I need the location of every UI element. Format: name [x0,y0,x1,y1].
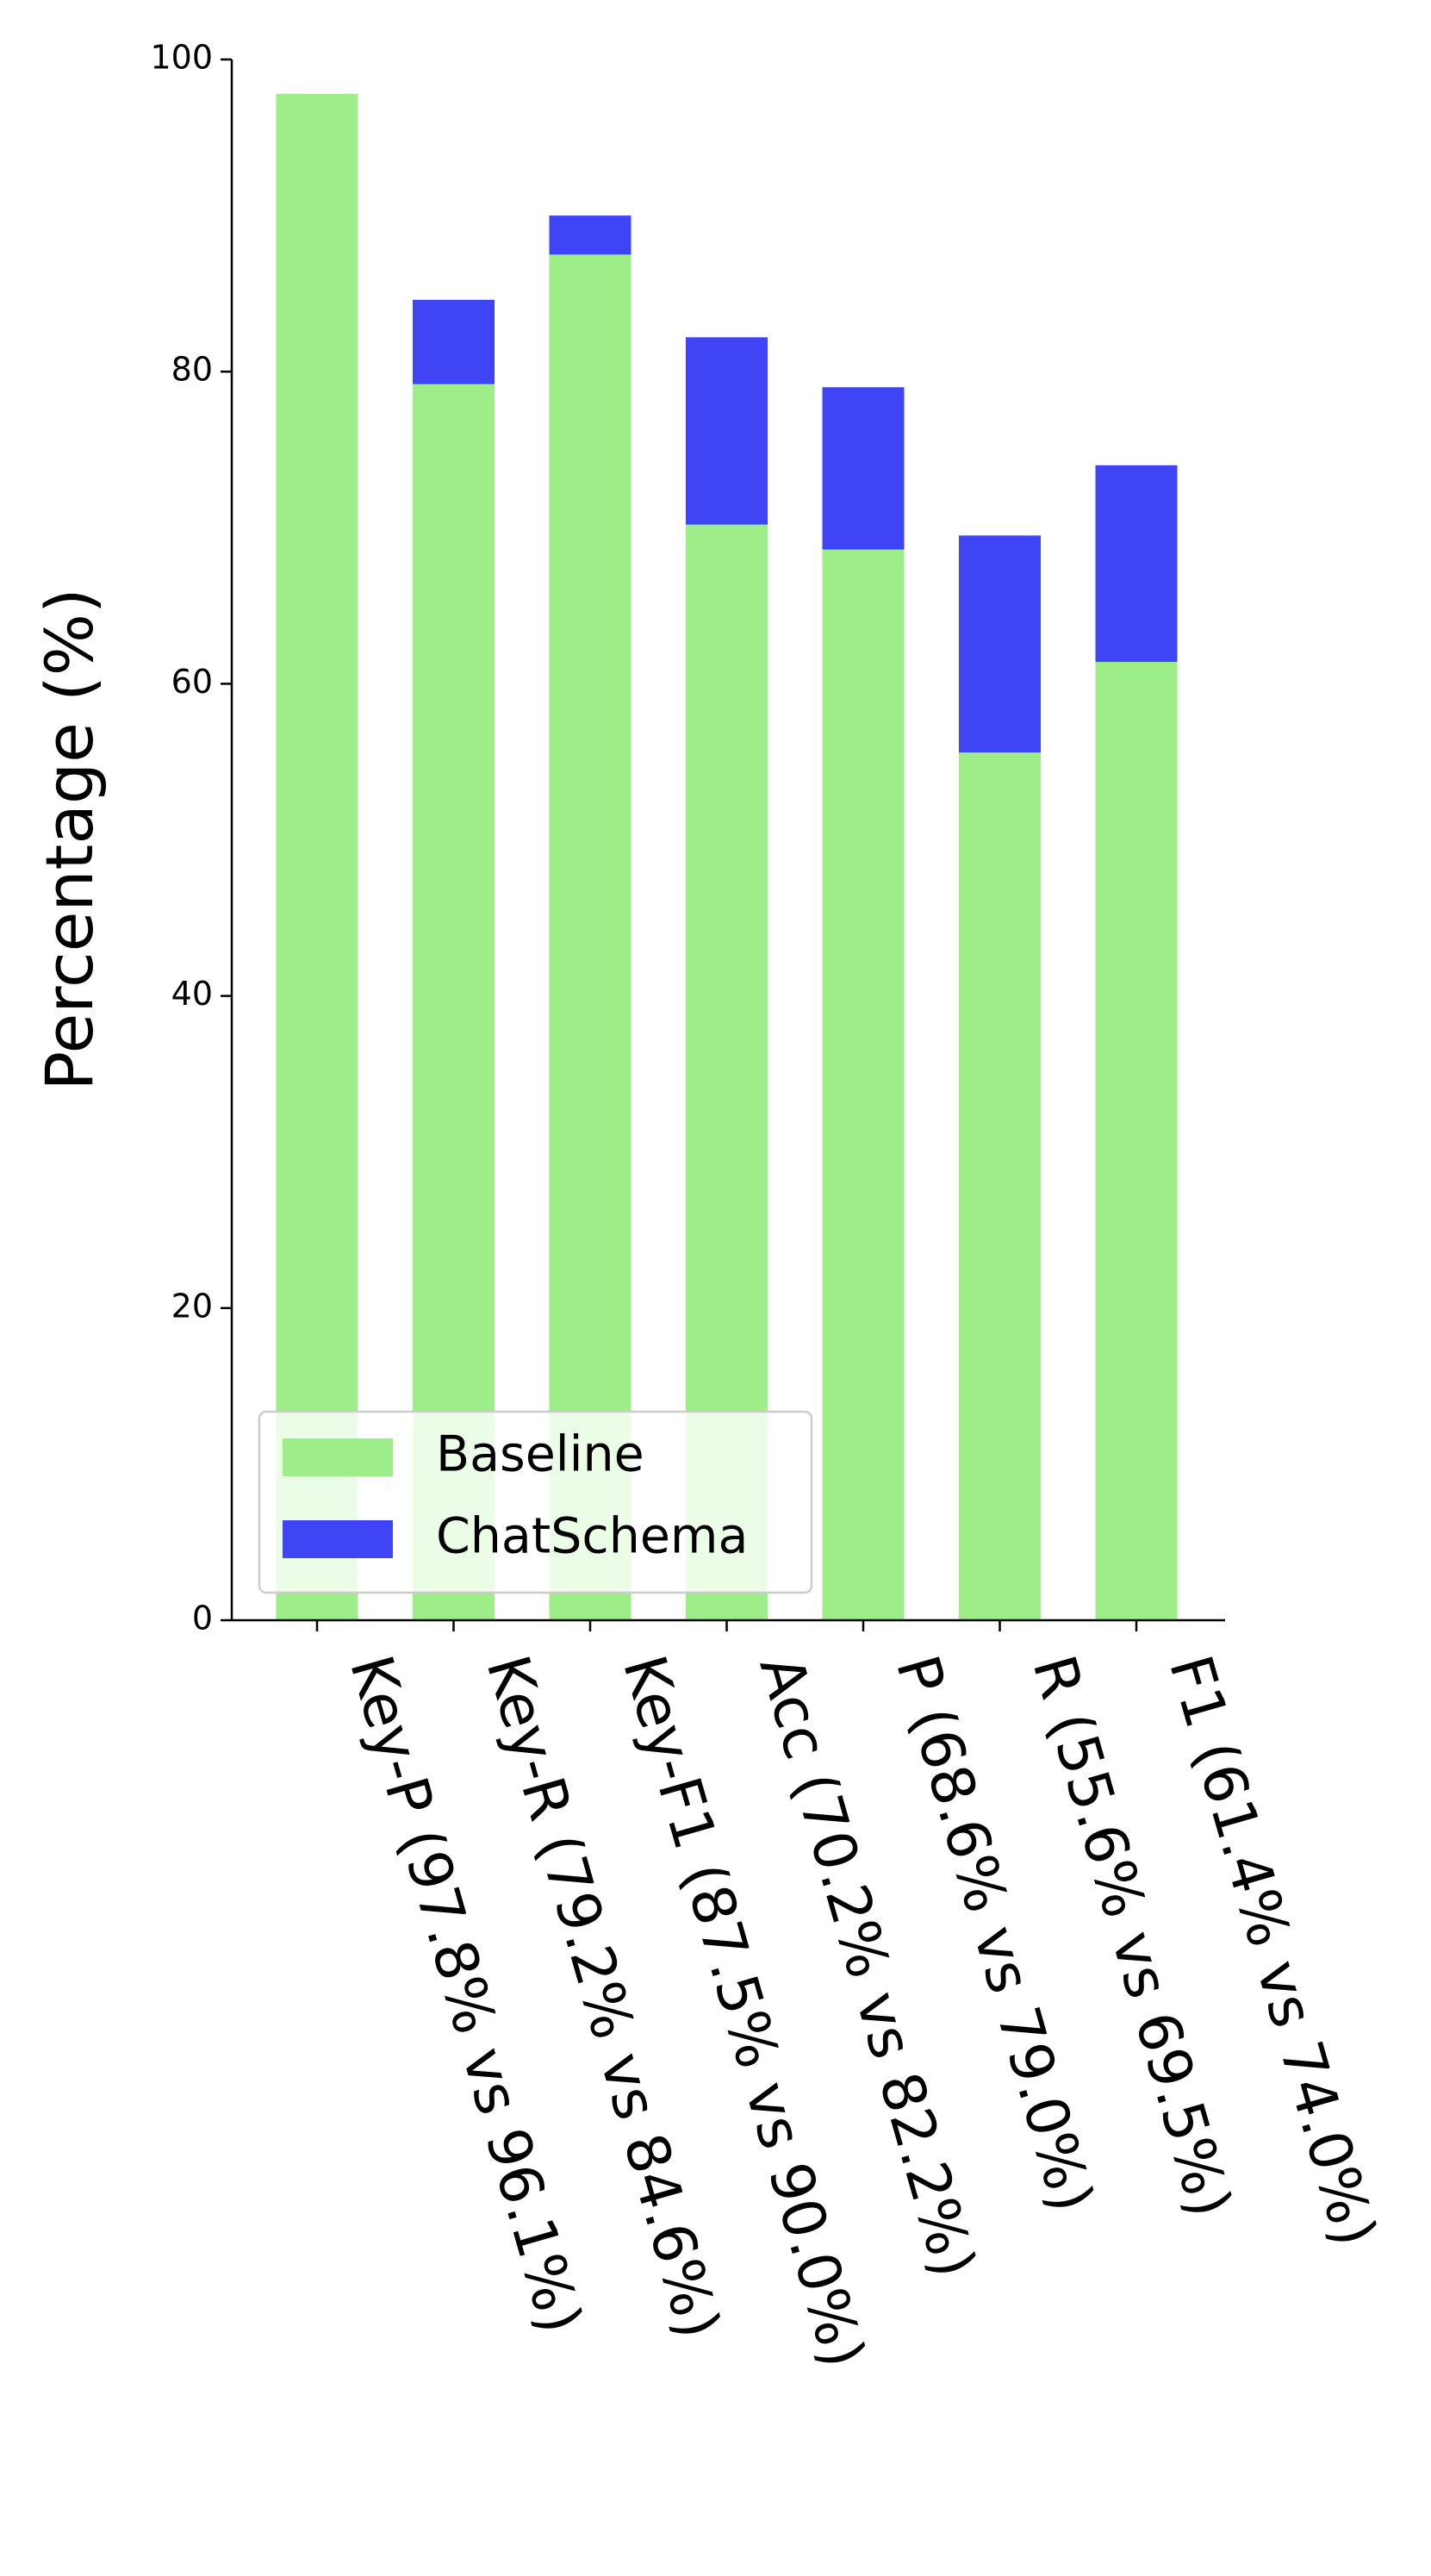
y-tick-label: 80 [171,351,213,389]
bar [822,549,905,1620]
legend-swatch [283,1520,393,1558]
y-tick-label: 0 [192,1600,213,1637]
legend-label: ChatSchema [436,1508,748,1565]
y-tick-label: 60 [171,663,213,701]
legend-box [258,1410,813,1594]
bar [549,254,632,1620]
bar [959,752,1041,1620]
y-axis-label: Percentage (%) [31,588,108,1090]
bar [276,93,358,1620]
legend-swatch [283,1438,393,1476]
bar [1095,662,1178,1620]
legend-label: Baseline [436,1426,644,1483]
y-tick-label: 20 [171,1287,213,1325]
y-tick-label: 40 [171,975,213,1013]
y-tick-label: 100 [150,39,213,77]
